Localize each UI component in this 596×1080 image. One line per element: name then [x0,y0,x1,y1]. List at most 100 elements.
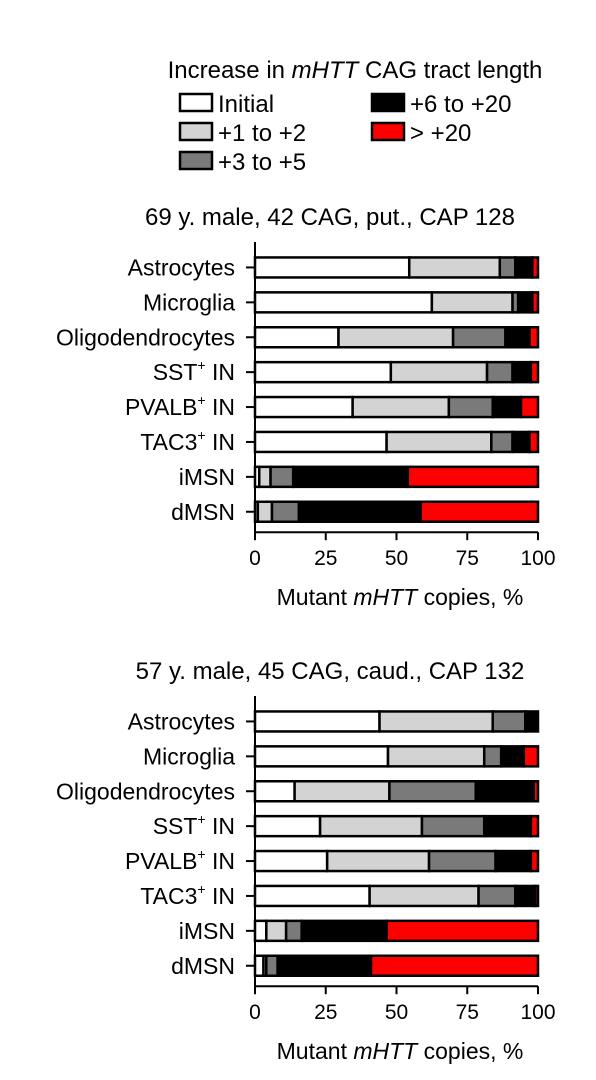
bar-segment [514,256,534,279]
category-label: iMSN [179,918,235,944]
legend-label-2: +1 to +2 [218,120,306,147]
bar-segment [494,849,533,873]
bar-segment [368,884,480,908]
bar-segment [253,814,322,838]
bar-segment [300,919,388,943]
bar-segment [528,326,540,349]
x-axis-label: Mutant mHTT copies, % [277,1038,524,1064]
bar-segment [253,395,354,419]
bar-segment [406,465,540,489]
legend-swatch-1 [370,92,406,113]
bar-segment [369,954,540,977]
legend-swatch-0 [178,92,214,113]
bar-segment [269,465,295,489]
bar-segment [533,884,540,908]
category-label: SST+ IN [153,357,235,385]
bar-segment [447,395,494,419]
bar-segment [407,256,502,279]
category-label: Astrocytes [128,254,235,280]
x-tick-label: 25 [314,547,337,570]
bar-segment [528,430,540,454]
category-label: Astrocytes [128,708,235,734]
category-label: PVALB+ IN [125,392,235,420]
legend-swatch-2 [178,121,214,142]
bar-segment [389,360,489,384]
legend-label-1: +6 to +20 [410,91,511,118]
bar-segment [253,954,265,977]
bar-segment [529,360,540,384]
bar-segment [491,395,523,419]
category-label: Oligodendrocytes [56,324,235,350]
legend-swatch-4 [178,150,214,171]
category-label: SST+ IN [153,811,235,839]
category-label: PVALB+ IN [125,846,235,874]
bar-segment [297,500,422,523]
bar-segment [253,745,390,768]
bar-segment [388,780,477,803]
legend-swatch-3 [370,121,406,142]
legend-label-0: Initial [218,91,274,118]
bar-segment [427,849,497,873]
x-tick-label: 50 [385,1001,408,1024]
bar-segment [276,954,373,977]
legend-label-4: +3 to +5 [218,149,306,176]
bar-segment [511,360,533,384]
bar-segment [529,849,540,873]
bar-segment [385,919,540,943]
legend: Increase in mHTT CAG tract length Initia… [168,57,543,176]
x-tick-label: 75 [456,547,479,570]
bar-segment [522,745,540,768]
bar-segment [253,780,296,803]
category-label: dMSN [171,499,235,525]
bar-segment [270,500,301,523]
bar-segment [485,360,514,384]
chart-panel-1: 57 y. male, 45 CAG, caud., CAP 132 Astroc… [56,658,556,1064]
category-label: TAC3+ IN [140,427,235,455]
bar-segment [519,395,540,419]
bar-segment [293,780,391,803]
bar-segment [451,326,507,349]
bar-segment [529,814,540,838]
bar-segment [499,745,526,768]
bar-segment [318,814,424,838]
bar-segment [516,291,534,314]
x-tick-label: 100 [520,1001,555,1024]
bar-segment [253,256,411,279]
bar-segment [482,745,503,768]
bar-segment [256,500,274,523]
bar-segment [253,849,329,873]
bar-segment [420,814,486,838]
bar-segment [337,326,455,349]
x-tick-label: 50 [385,547,408,570]
bar-segment [253,430,388,454]
bar-segment [253,291,434,314]
bar-segment [351,395,451,419]
legend-title: Increase in mHTT CAG tract length [168,57,543,84]
bar-segment [504,326,531,349]
bar-segment [482,814,533,838]
bar-segment [253,710,381,733]
bar-segment [325,849,431,873]
bar-segment [253,360,393,384]
x-tick-label: 25 [314,1001,337,1024]
bar-segment [378,710,494,733]
category-label: Microglia [143,743,235,769]
x-tick-label: 100 [520,547,555,570]
bar-segment [531,256,540,279]
bar-segment [257,465,272,489]
bar-segment [253,919,268,943]
bar-segment [385,430,493,454]
bar-segment [514,884,537,908]
legend-label-3: > +20 [410,120,471,147]
bar-segment [386,745,486,768]
bar-segment [265,919,288,943]
category-label: iMSN [179,464,235,490]
bar-segment [284,919,303,943]
category-label: Microglia [143,289,235,315]
bar-segment [531,291,540,314]
x-axis-label: Mutant mHTT copies, % [277,584,524,610]
x-tick-label: 0 [249,547,261,570]
chart-title: 69 y. male, 42 CAG, put., CAP 128 [145,204,515,231]
bar-segment [253,884,371,908]
